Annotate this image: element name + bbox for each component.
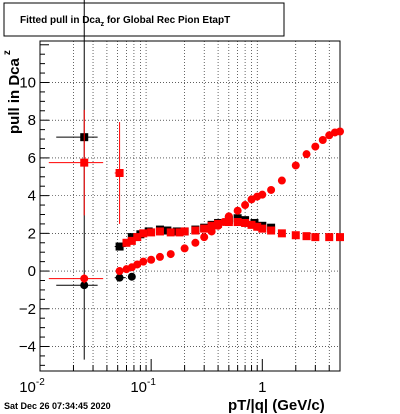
- data-point-square: [175, 228, 184, 237]
- data-point-circle: [277, 176, 286, 185]
- y-tick-label: 4: [28, 188, 36, 205]
- data-point-circle: [200, 233, 209, 242]
- data-point-circle: [147, 255, 156, 264]
- data-point-circle: [267, 185, 276, 194]
- data-point-square: [133, 233, 142, 242]
- data-point-square: [115, 169, 124, 177]
- timestamp: Sat Dec 26 07:34:45 2020: [4, 401, 111, 411]
- x-tick-label: 1: [258, 379, 266, 396]
- y-tick-label: −4: [19, 338, 36, 355]
- grid: [40, 41, 341, 371]
- data-point-square: [258, 224, 267, 233]
- data-point-square: [302, 232, 311, 241]
- y-tick-label: 10: [19, 74, 36, 91]
- data-point-square: [336, 233, 344, 242]
- x-axis-label: pT/|q| (GeV/c): [228, 397, 325, 414]
- data-point-square: [277, 229, 286, 238]
- data-point-square: [115, 242, 124, 251]
- data-point-circle: [214, 221, 223, 230]
- data-point-circle: [258, 190, 267, 199]
- data-point-circle: [318, 136, 327, 144]
- y-axis-label-group: pull in Dcaz: [2, 50, 23, 134]
- x-tick-label: 10-1: [130, 377, 156, 396]
- data-point-circle: [207, 227, 216, 236]
- data-point-circle: [336, 127, 344, 136]
- data-point-square: [325, 233, 334, 242]
- data-point-circle: [80, 274, 89, 283]
- data-point-square: [241, 218, 250, 227]
- data-point-circle: [115, 273, 124, 282]
- x-tick-label: 10-2: [19, 377, 45, 396]
- data-point-square: [233, 218, 242, 227]
- data-point-square: [80, 158, 89, 167]
- series-3: [48, 127, 344, 284]
- data-point-circle: [80, 281, 89, 290]
- y-axis-label: pull in Dcaz: [2, 50, 23, 134]
- data-point-square: [147, 228, 156, 237]
- data-marks: [48, 0, 344, 360]
- data-point-circle: [233, 206, 242, 215]
- y-tick-label: −2: [19, 301, 36, 318]
- y-tick-label: 2: [28, 225, 36, 242]
- tick-labels: −4 −2 0 2 4 6 8 10 10-2 10-1 1: [19, 74, 267, 396]
- series-1: [56, 272, 136, 290]
- data-point-square: [122, 238, 131, 247]
- y-tick-label: 0: [28, 263, 36, 280]
- y-tick-label: 8: [28, 112, 36, 129]
- data-point-square: [200, 224, 209, 233]
- data-point-circle: [302, 150, 311, 159]
- data-point-square: [207, 221, 216, 230]
- data-point-circle: [219, 218, 228, 227]
- data-point-circle: [127, 272, 136, 281]
- series-2: [48, 109, 344, 247]
- data-point-circle: [224, 212, 233, 221]
- data-point-square: [224, 218, 233, 227]
- series-0: [56, 0, 276, 360]
- data-point-circle: [115, 267, 124, 276]
- plot-frame: [39, 40, 341, 372]
- data-point-square: [267, 226, 276, 235]
- data-point-square: [155, 227, 164, 236]
- data-point-square: [166, 228, 175, 237]
- data-point-circle: [155, 252, 164, 261]
- data-point-circle: [180, 244, 189, 253]
- data-point-square: [253, 222, 262, 231]
- y-tick-label: 6: [28, 150, 36, 167]
- chart-title-box: Fitted pull in Dcaz for Global Rec Pion …: [3, 2, 285, 37]
- data-point-square: [291, 231, 300, 240]
- data-point-circle: [241, 201, 250, 210]
- data-point-circle: [291, 161, 300, 170]
- data-point-circle: [139, 257, 148, 266]
- data-point-circle: [133, 260, 142, 269]
- data-point-square: [139, 229, 148, 238]
- chart-title: Fitted pull in Dcaz for Global Rec Pion …: [20, 15, 230, 28]
- data-point-circle: [311, 142, 320, 151]
- data-point-square: [127, 236, 136, 245]
- data-point-square: [191, 226, 200, 235]
- data-point-square: [247, 220, 256, 229]
- data-point-square: [311, 233, 320, 242]
- data-point-circle: [191, 238, 200, 247]
- data-point-circle: [166, 250, 175, 259]
- axis-ticks: [39, 44, 341, 371]
- data-point-square: [180, 227, 189, 236]
